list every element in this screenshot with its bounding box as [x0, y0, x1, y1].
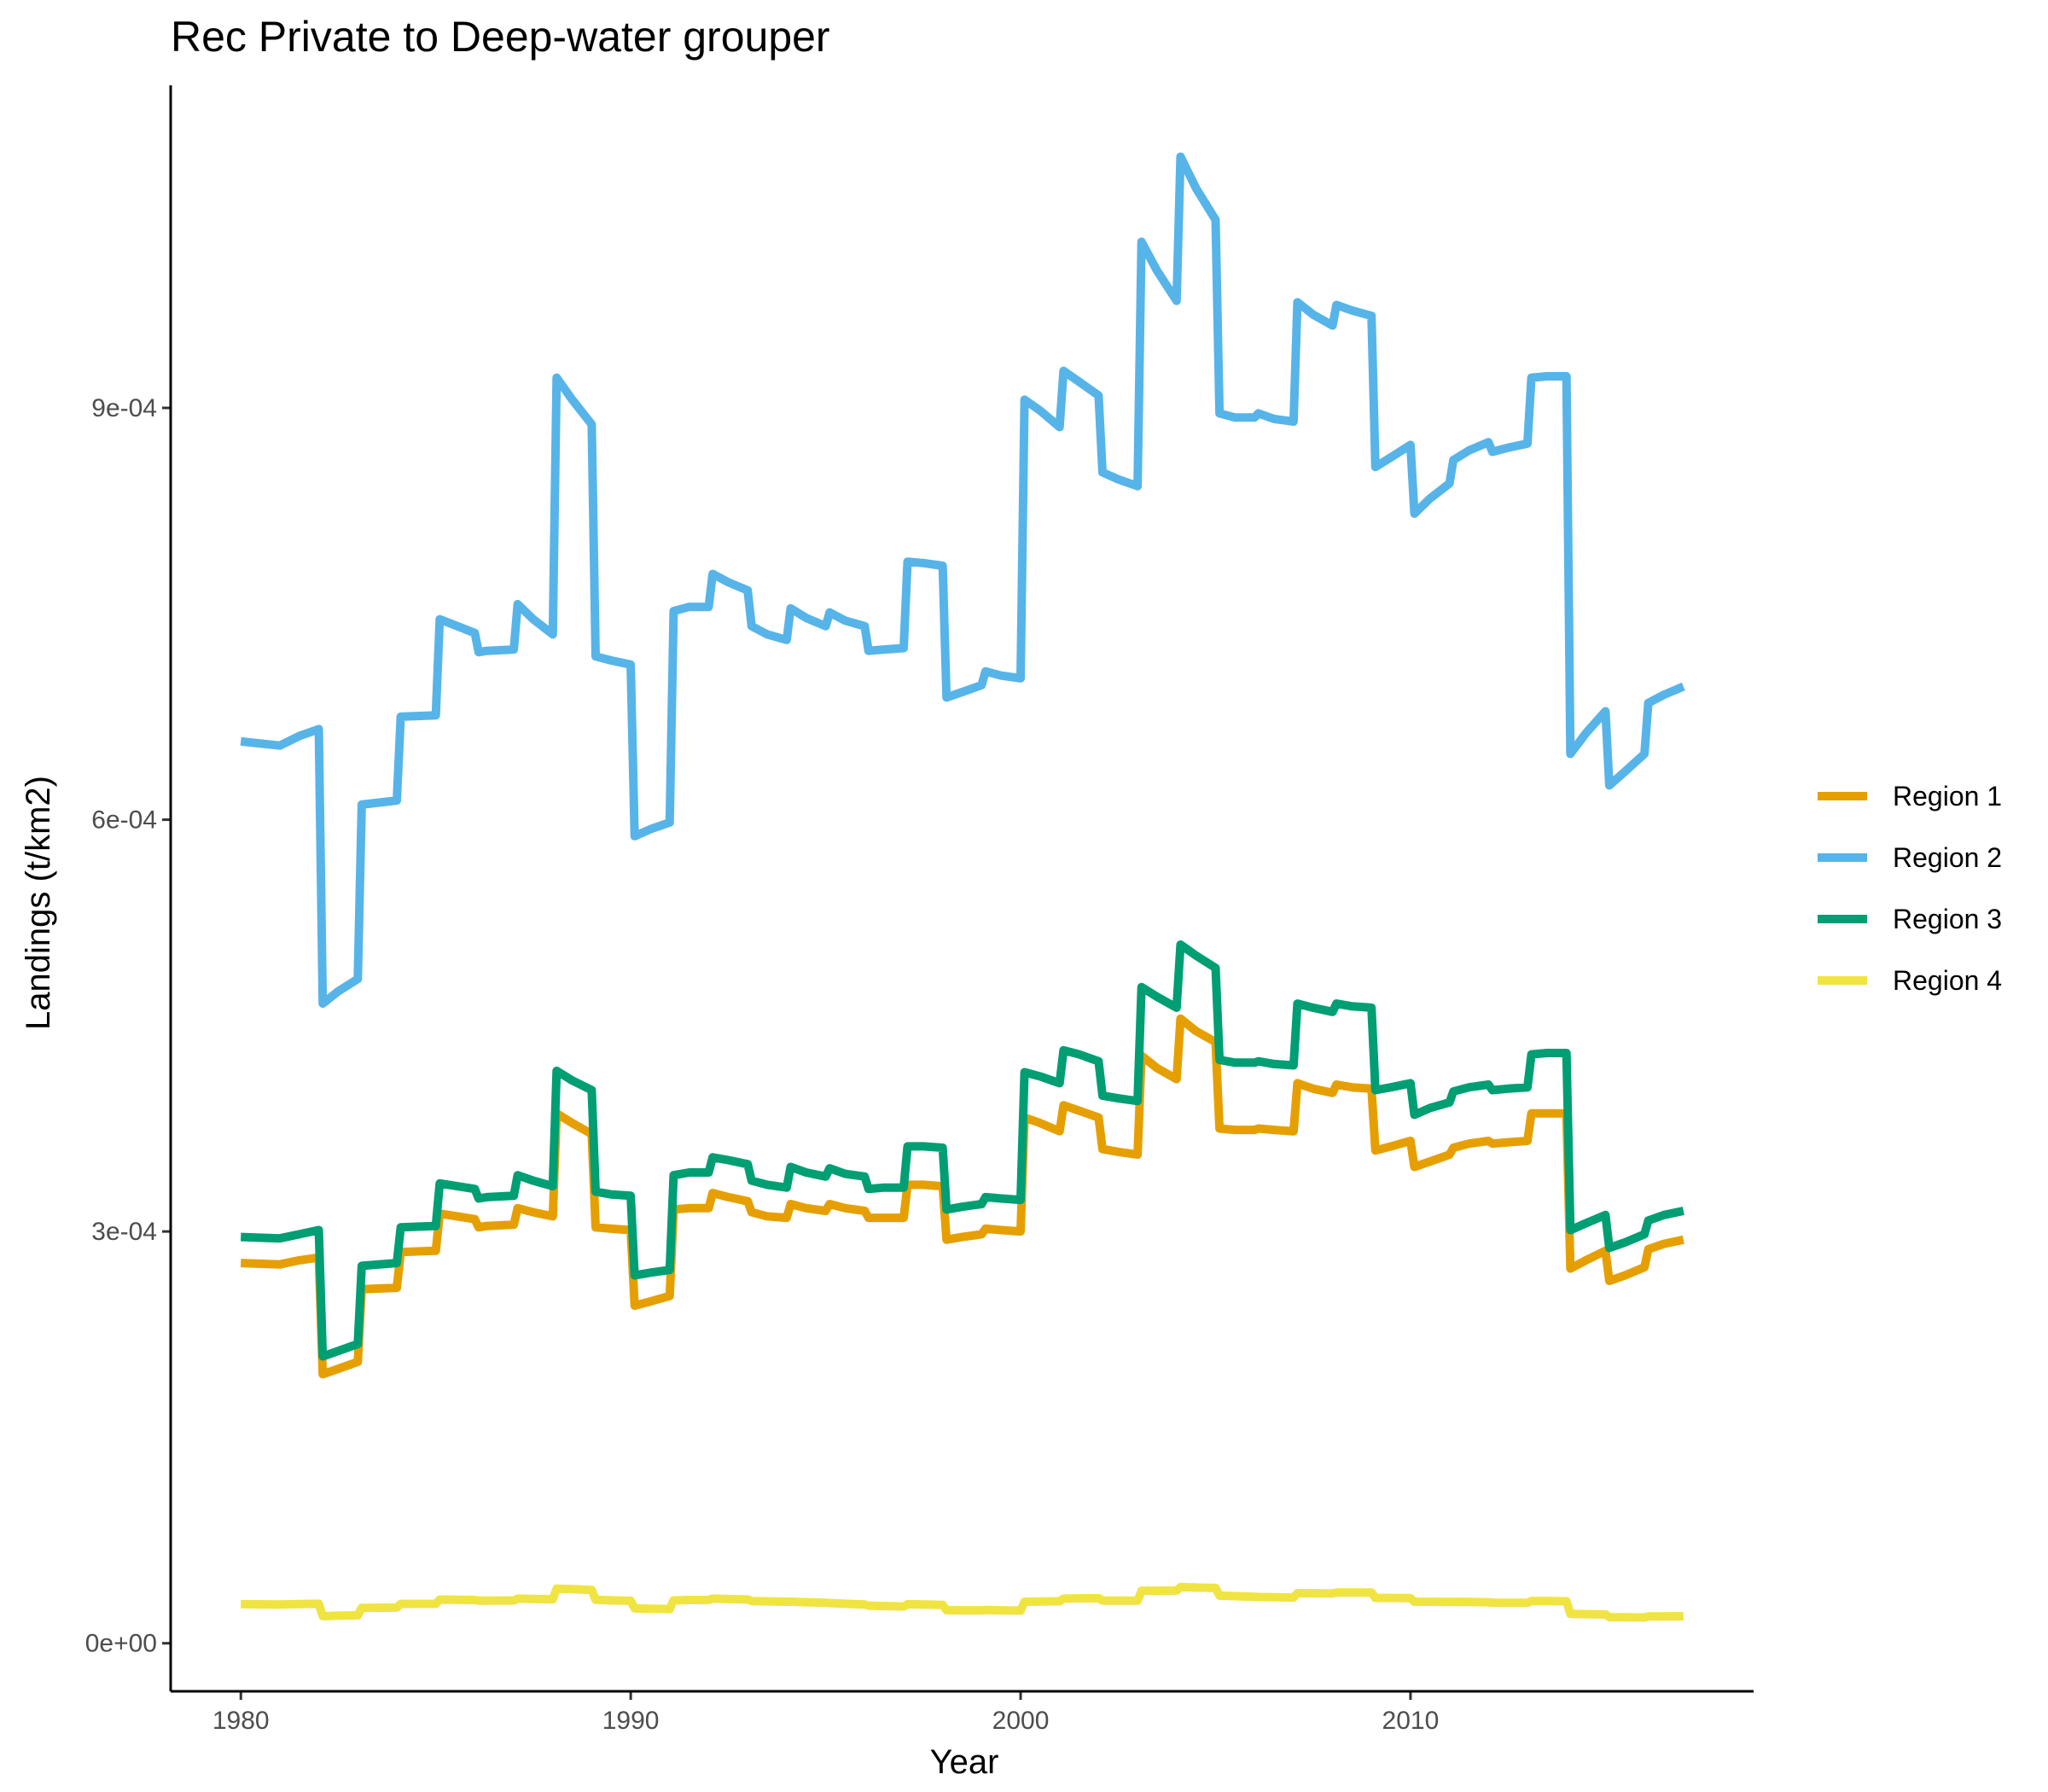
series-lines [240, 152, 1685, 1622]
chart-title: Rec Private to Deep-water grouper [171, 13, 830, 61]
legend-label-region-1: Region 1 [1893, 781, 2002, 812]
series-line-region-4 [241, 1582, 1684, 1622]
x-tick-label: 2000 [992, 1707, 1050, 1735]
series-line-region-1 [241, 1014, 1684, 1379]
series-line-region-3 [241, 940, 1684, 1361]
legend-label-region-3: Region 3 [1893, 904, 2002, 934]
legend-label-region-4: Region 4 [1893, 965, 2002, 996]
x-axis-ticks: 1980 1990 2000 2010 [212, 1691, 1439, 1735]
x-axis-title: Year [930, 1743, 999, 1781]
x-tick-label: 2010 [1382, 1707, 1440, 1735]
x-tick-label: 1980 [212, 1707, 270, 1735]
y-axis-title: Landings (t/km2) [20, 776, 57, 1030]
y-tick-label: 9e-04 [91, 394, 157, 422]
y-tick-label: 3e-04 [91, 1218, 157, 1246]
y-tick-label: 6e-04 [91, 806, 157, 835]
legend: Region 1 Region 2 Region 3 Region 4 [1818, 781, 2002, 996]
y-tick-label: 0e+00 [85, 1630, 157, 1658]
y-axis-ticks: 0e+00 3e-04 6e-04 9e-04 [85, 394, 171, 1658]
legend-label-region-2: Region 2 [1893, 842, 2002, 873]
series-line-region-2 [240, 152, 1685, 1009]
x-tick-label: 1990 [602, 1707, 660, 1735]
